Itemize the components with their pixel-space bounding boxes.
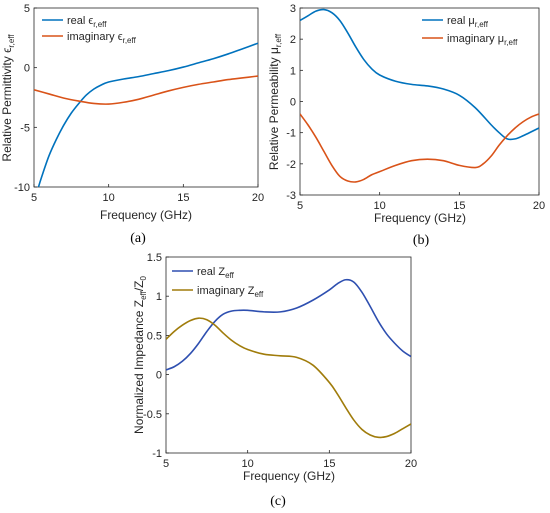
panel-b-ticks: 5 10 15 20 -3 -2 -1 0 1 2 3 bbox=[286, 3, 545, 212]
panel-a-permittivity: 5 10 15 20-10-505 real ϵr,eff imaginary ϵr,… bbox=[0, 3, 264, 246]
panel-c-label: (c) bbox=[270, 494, 286, 509]
panel-b-permeability: 5 10 15 20 -3 -2 -1 0 1 2 3 real μr,eff imaginary … bbox=[267, 3, 545, 248]
panel-b-ytick-label: 2 bbox=[290, 34, 296, 46]
panel-b-ytick-label: -2 bbox=[286, 159, 296, 171]
panel-c-xtick-label: 10 bbox=[242, 458, 254, 470]
panel-b-legend: real μr,eff imaginary μr,eff bbox=[422, 15, 518, 47]
panel-a-xtick-label: 15 bbox=[177, 192, 189, 204]
panel-c-xtick-label: 20 bbox=[405, 458, 417, 470]
panel-b-ytick-label: 0 bbox=[290, 97, 296, 109]
panel-c-ylabel: Normalized Impedance Zeff/Z0 bbox=[132, 275, 148, 433]
panel-c-xtick-label: 15 bbox=[323, 458, 335, 470]
panel-a-ytick-label: -5 bbox=[20, 122, 30, 134]
panel-b-ytick-label: -1 bbox=[286, 128, 296, 140]
panel-c-ytick-label: 1.5 bbox=[147, 252, 162, 264]
panel-c-series bbox=[166, 278, 411, 439]
panel-a-legend-imag-label: imaginary ϵr,eff bbox=[67, 31, 137, 45]
panel-b-xtick-label: 20 bbox=[533, 200, 545, 212]
panel-c-ytick-label: -1 bbox=[152, 448, 162, 460]
panel-c-plot-frame bbox=[165, 256, 412, 454]
panel-b-series-line-imaginary bbox=[300, 113, 539, 183]
panel-c-xtick-label: 5 bbox=[163, 458, 169, 470]
panel-a-ytick-label: -10 bbox=[14, 182, 30, 194]
panel-b-legend-imag-label: imaginary μr,eff bbox=[447, 33, 518, 47]
panel-b-xtick-label: 15 bbox=[453, 200, 465, 212]
panel-b-xlabel: Frequency (GHz) bbox=[374, 211, 466, 225]
panel-c-ytick-label: 0 bbox=[156, 370, 162, 382]
panel-b-series-line-real bbox=[300, 8, 539, 141]
panel-b-ytick-label: -3 bbox=[286, 190, 296, 202]
panel-c-ytick-label: 1 bbox=[156, 291, 162, 303]
panel-a-series-line-imaginary bbox=[34, 75, 258, 105]
panel-b-ytick-label: 3 bbox=[290, 3, 296, 15]
panel-c-xlabel: Frequency (GHz) bbox=[243, 469, 335, 483]
panel-a-ytick-label: 0 bbox=[24, 63, 30, 75]
panel-a-xtick-label: 10 bbox=[103, 192, 115, 204]
panel-b-label: (b) bbox=[413, 233, 430, 248]
panel-a-ticks: 5 10 15 20 -10 -5 0 5 bbox=[14, 3, 264, 204]
panel-c-impedance: 5 10 15 20-1-0.500.511.5 real Zeff imaginar… bbox=[132, 252, 417, 509]
panel-a-xtick-label: 20 bbox=[252, 192, 264, 204]
panel-c-ticks: 5 10 15 20 -1 -0.5 0 0.5 1 1.5 bbox=[143, 252, 417, 470]
panel-c-legend-imag-label: imaginary Zeff bbox=[197, 285, 264, 299]
panel-b-series bbox=[300, 8, 539, 183]
panel-c-series-line-real bbox=[166, 278, 411, 371]
panel-b-ytick-label: 1 bbox=[290, 65, 296, 77]
panel-a-xtick-label: 5 bbox=[31, 192, 37, 204]
panel-a-ytick-label: 5 bbox=[24, 3, 30, 15]
panel-a-series bbox=[34, 42, 258, 187]
panel-b-ylabel: Relative Permeability μr,eff bbox=[267, 33, 283, 170]
panel-b-xtick-label: 5 bbox=[297, 200, 303, 212]
panel-a-label: (a) bbox=[130, 231, 146, 246]
panel-a-xlabel: Frequency (GHz) bbox=[100, 208, 192, 222]
panel-b-plot-frame bbox=[299, 7, 540, 196]
panel-c-ytick-label: -0.5 bbox=[143, 409, 162, 421]
panel-a-ylabel: Relative Permittivity ϵr,eff bbox=[0, 34, 16, 162]
panel-c-ytick-label: 0.5 bbox=[147, 330, 162, 342]
panel-c-series-line-imaginary bbox=[166, 317, 411, 439]
panel-a-series-line-real bbox=[37, 42, 258, 187]
panel-b-xtick-label: 10 bbox=[374, 200, 386, 212]
